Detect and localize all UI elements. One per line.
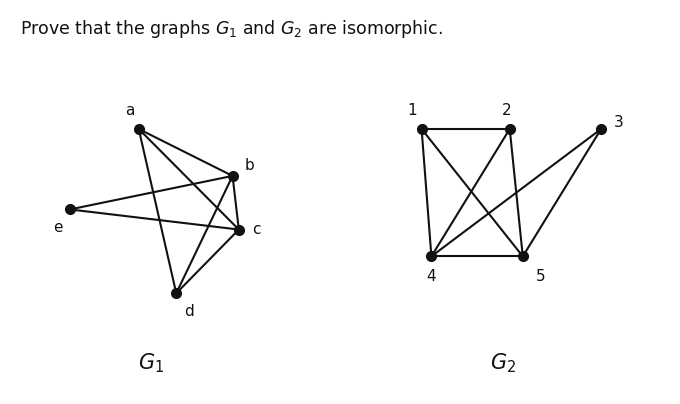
Text: 2: 2 xyxy=(502,103,511,118)
Text: $\mathit{G}_1$: $\mathit{G}_1$ xyxy=(138,352,165,375)
Text: c: c xyxy=(252,222,260,237)
Text: 5: 5 xyxy=(536,269,545,284)
Text: 4: 4 xyxy=(426,269,436,284)
Text: b: b xyxy=(245,158,254,173)
Text: 3: 3 xyxy=(614,115,624,130)
Text: 1: 1 xyxy=(407,103,417,118)
Text: d: d xyxy=(184,304,194,319)
Text: a: a xyxy=(124,103,134,118)
Text: $\mathit{G}_2$: $\mathit{G}_2$ xyxy=(490,352,516,375)
Text: Prove that the graphs $\mathit{G}_1$ and $\mathit{G}_2$ are isomorphic.: Prove that the graphs $\mathit{G}_1$ and… xyxy=(20,18,443,40)
Text: e: e xyxy=(52,220,62,236)
